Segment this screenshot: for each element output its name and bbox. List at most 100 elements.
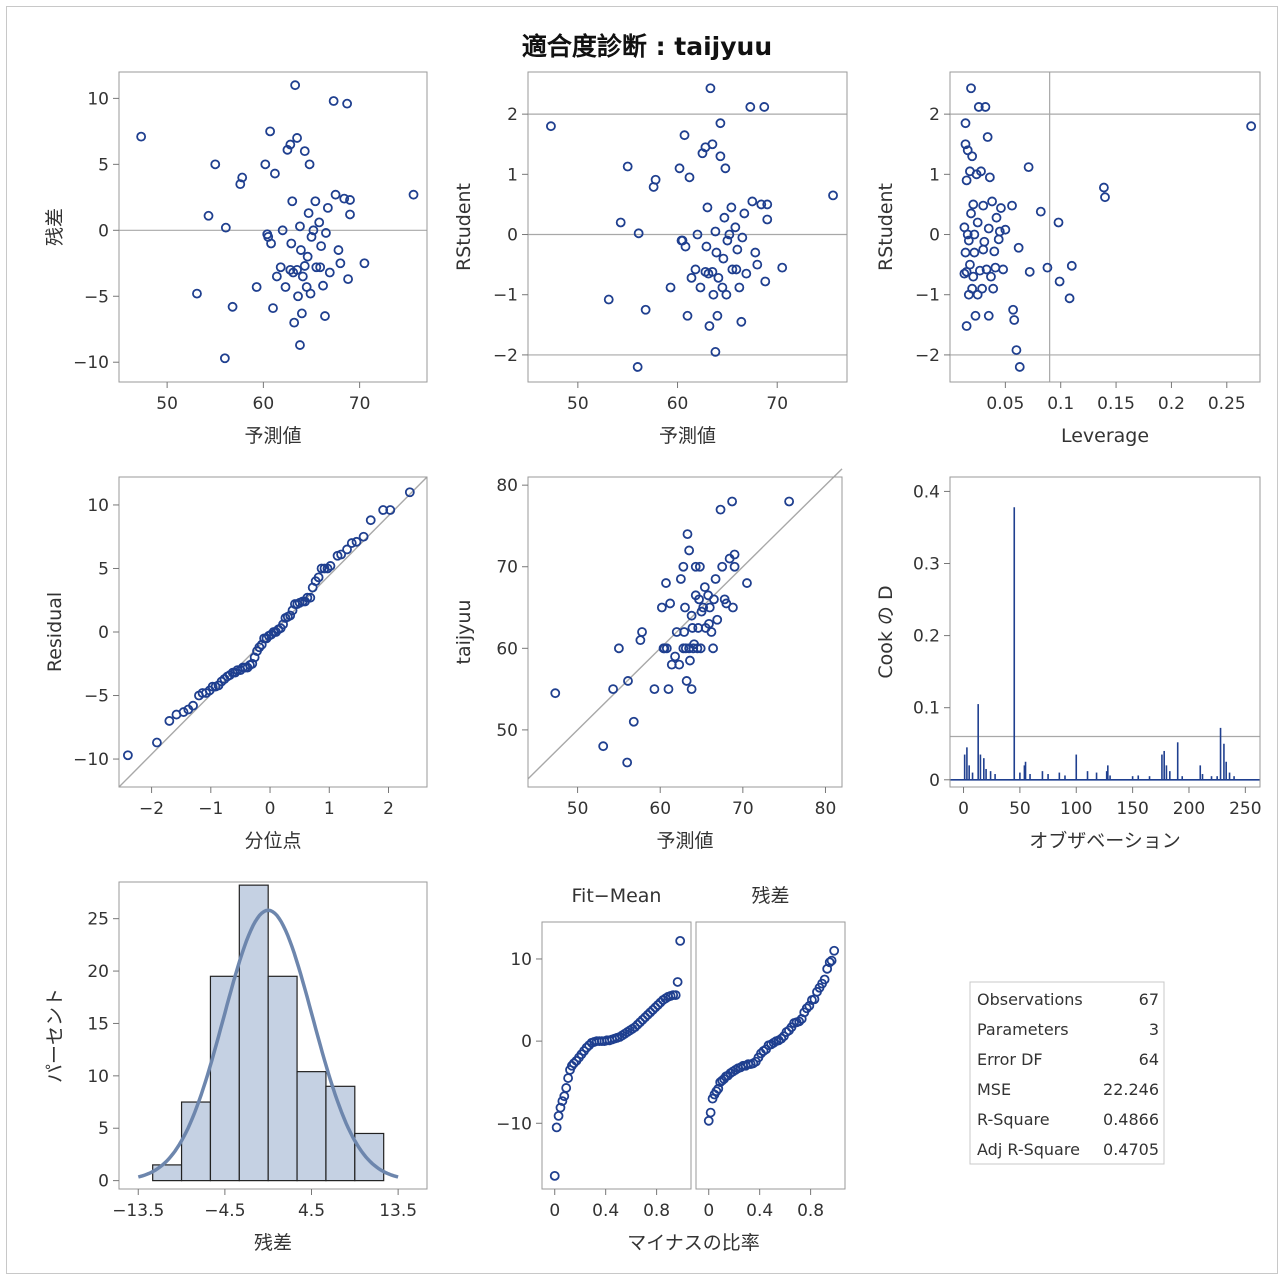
- data-point: [1054, 276, 1065, 287]
- data-point: [661, 643, 672, 654]
- y-tick-label: −2: [915, 346, 940, 366]
- data-point: [687, 623, 698, 633]
- data-point: [962, 145, 973, 156]
- data-point: [630, 1022, 640, 1033]
- data-point: [262, 229, 273, 240]
- data-point: [963, 235, 974, 246]
- data-point: [290, 80, 301, 91]
- data-point: [722, 235, 733, 246]
- data-point: [729, 549, 740, 560]
- data-point: [694, 561, 705, 572]
- data-point: [665, 598, 676, 609]
- data-point: [724, 229, 735, 240]
- y-tick-label: 0: [521, 1032, 532, 1052]
- data-point: [1014, 362, 1025, 372]
- p8-right-frame: [695, 921, 846, 1190]
- data-point: [682, 310, 693, 321]
- p1-plot-frame: [118, 71, 428, 383]
- data-point: [385, 505, 396, 515]
- data-point: [289, 317, 300, 328]
- data-point: [678, 561, 689, 572]
- x-tick-label: 4.5: [298, 1201, 325, 1221]
- histogram-bar: [354, 1132, 385, 1182]
- data-point: [271, 271, 282, 282]
- data-point: [712, 310, 723, 321]
- data-point: [635, 1017, 645, 1028]
- data-point: [665, 282, 676, 293]
- data-point: [730, 222, 741, 233]
- data-point: [325, 561, 336, 571]
- data-point: [210, 159, 221, 170]
- x-tick-label: 0: [703, 1201, 714, 1221]
- x-tick-label: −1: [198, 799, 223, 819]
- data-point: [961, 266, 972, 277]
- normal-density-curve: [137, 908, 399, 1179]
- data-point: [658, 643, 669, 654]
- data-point: [302, 592, 313, 603]
- data-point: [736, 316, 747, 327]
- data-point: [717, 282, 728, 293]
- data-point: [742, 578, 752, 588]
- data-point: [324, 267, 335, 278]
- data-point: [745, 102, 756, 112]
- data-point: [699, 582, 710, 593]
- data-point: [966, 83, 976, 94]
- x-tick-label: 0: [265, 799, 276, 819]
- data-point: [960, 139, 971, 150]
- data-point: [408, 189, 419, 200]
- data-point: [728, 602, 738, 613]
- data-point: [988, 283, 999, 294]
- data-point: [695, 282, 706, 293]
- y-tick-label: 0: [98, 1172, 109, 1192]
- data-point: [628, 716, 639, 727]
- data-point: [690, 590, 701, 601]
- data-point: [1009, 315, 1020, 325]
- data-point: [365, 515, 376, 526]
- data-point: [287, 196, 298, 207]
- data-point: [647, 1005, 658, 1015]
- data-point: [980, 102, 991, 112]
- data-point: [640, 304, 651, 315]
- data-point: [285, 610, 296, 621]
- p6-y-axis-label: Cook の D: [875, 585, 897, 678]
- p7-x-axis-label: 残差: [254, 1232, 292, 1254]
- data-point: [670, 651, 680, 662]
- data-point: [965, 166, 975, 177]
- data-point: [1246, 121, 1257, 132]
- x-tick-label: 13.5: [379, 1201, 417, 1221]
- y-tick-label: 0: [929, 771, 940, 791]
- data-point: [251, 282, 262, 292]
- data-point: [747, 196, 758, 207]
- data-point: [306, 231, 317, 242]
- data-point: [824, 957, 835, 968]
- data-point: [649, 684, 660, 695]
- x-tick-label: 250: [1229, 799, 1261, 819]
- x-tick-label: 70: [766, 394, 788, 414]
- fit-diagnostics-chart: 適合度診断 : taijyuu Observations 67 Parameters…: [44, 32, 1262, 1254]
- data-point: [994, 226, 1005, 237]
- data-point: [681, 676, 692, 686]
- data-point: [622, 757, 633, 768]
- stat-value: 0.4705: [1103, 1140, 1159, 1159]
- p1-x-axis-label: 予測値: [244, 425, 301, 447]
- data-point: [561, 1083, 572, 1093]
- histogram-bar: [267, 975, 298, 1182]
- data-point: [719, 594, 730, 605]
- data-point: [632, 1019, 643, 1030]
- stat-label: Observations: [977, 990, 1083, 1009]
- data-point: [164, 716, 175, 726]
- data-point: [679, 627, 690, 637]
- data-point: [986, 271, 996, 282]
- y-tick-label: 0.3: [913, 555, 940, 575]
- data-point: [310, 196, 321, 207]
- p3-axes: 0.05 0.1 0.15 0.2 0.25 −2 −1 0 1 2: [915, 105, 1246, 414]
- data-point: [984, 172, 995, 183]
- data-point: [710, 574, 721, 584]
- data-point: [1100, 192, 1110, 203]
- y-tick-label: −1: [915, 286, 940, 306]
- data-point: [719, 212, 730, 223]
- data-point: [663, 684, 674, 695]
- p7-plot-frame: [118, 881, 428, 1190]
- data-point: [330, 189, 341, 200]
- p7-axes: −13.5 −4.5 4.5 13.5 0 5 10 15 20 25: [87, 910, 417, 1221]
